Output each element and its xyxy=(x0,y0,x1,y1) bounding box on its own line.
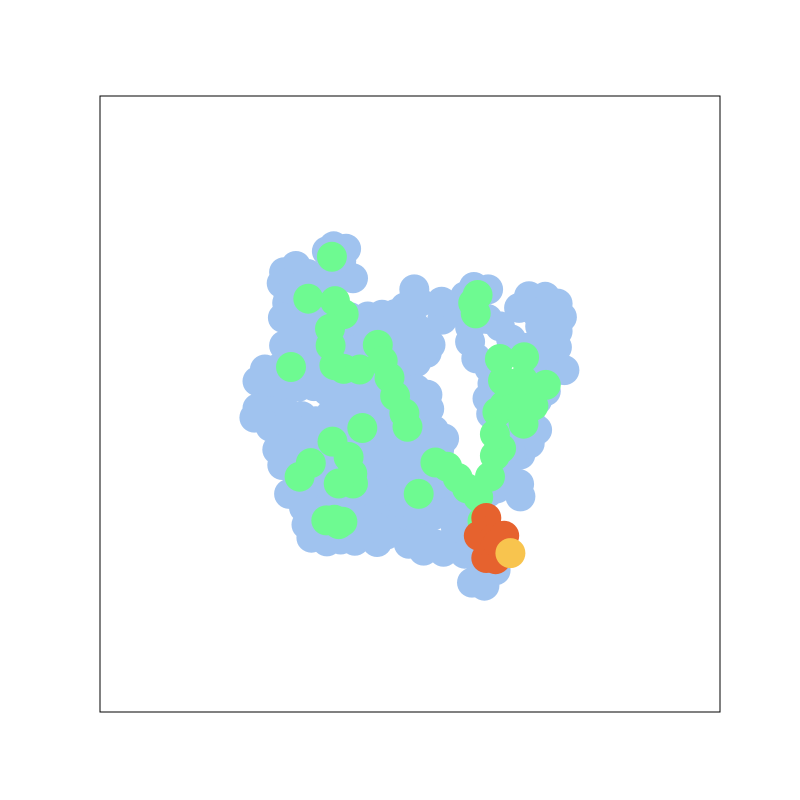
scatter-point xyxy=(479,419,510,450)
scatter-point xyxy=(426,286,457,317)
scatter-point xyxy=(530,369,561,400)
scatter-point xyxy=(509,342,540,373)
scatter-point xyxy=(440,512,471,543)
scatter-point xyxy=(390,292,420,323)
scatter-point xyxy=(462,280,493,310)
series-3 xyxy=(495,538,526,569)
scatter-point xyxy=(403,478,434,509)
series-1 xyxy=(276,241,561,540)
scatter-point xyxy=(392,411,423,442)
scatter-point xyxy=(415,329,446,360)
scatter-point xyxy=(323,468,354,499)
scatter-point xyxy=(469,570,500,601)
plot-area-frame xyxy=(99,95,721,713)
scatter-point xyxy=(327,506,358,537)
scatter-point xyxy=(344,354,375,385)
scatter-point xyxy=(284,461,315,492)
scatter-point xyxy=(495,538,526,569)
scatter-point xyxy=(428,536,459,567)
scatter-point xyxy=(338,263,368,294)
scatter-point xyxy=(276,352,306,382)
scatter-point xyxy=(347,413,378,443)
scatter-points xyxy=(239,231,580,601)
scatter-point xyxy=(484,344,515,374)
scatter-point xyxy=(316,241,347,272)
scatter-point xyxy=(508,408,539,439)
scatter-point xyxy=(505,481,536,512)
scatter-point xyxy=(293,283,324,314)
